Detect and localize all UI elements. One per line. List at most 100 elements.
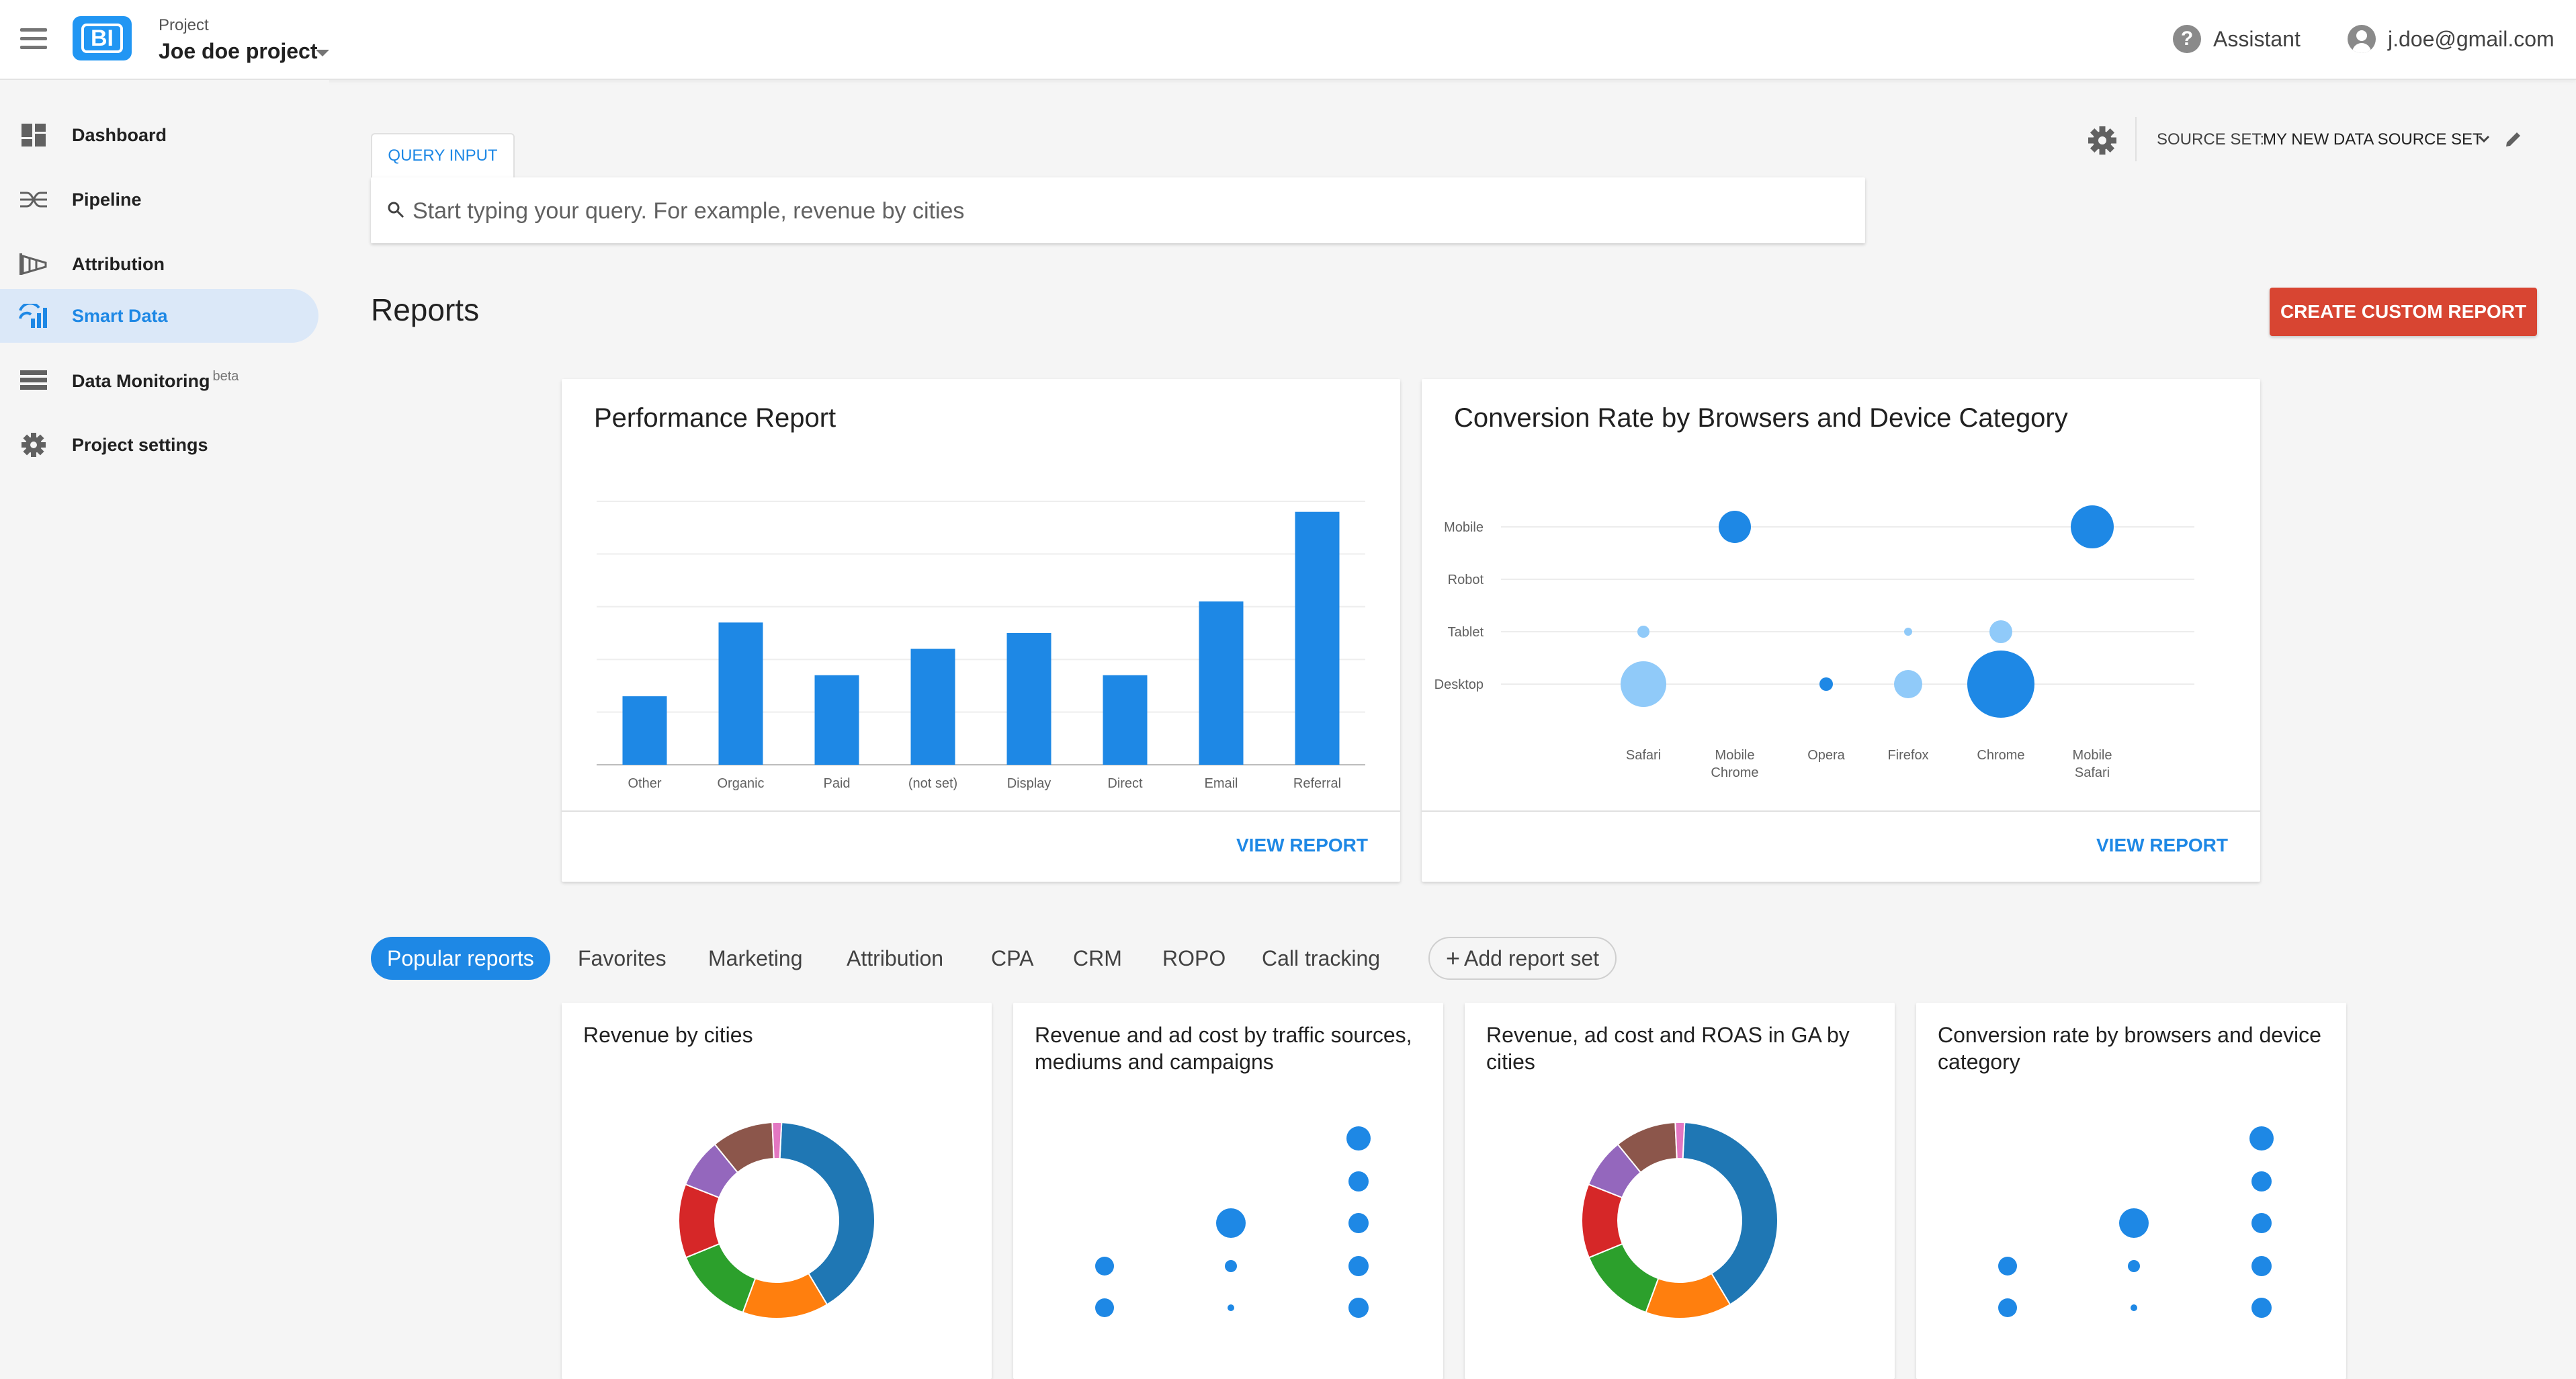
bubble[interactable] xyxy=(1894,670,1922,698)
assistant-button[interactable]: ? Assistant xyxy=(2173,23,2301,55)
help-icon: ? xyxy=(2173,25,2201,53)
app-logo[interactable]: BI xyxy=(73,16,132,60)
tab-crm[interactable]: CRM xyxy=(1073,946,1122,970)
data-point[interactable] xyxy=(2251,1171,2272,1192)
settings-gear-icon[interactable] xyxy=(2087,125,2118,156)
tab-query-input[interactable]: QUERY INPUT xyxy=(371,133,515,177)
card-footer: VIEW REPORT xyxy=(562,810,1400,882)
performance-report-card: Performance Report Other Organic Paid (not … xyxy=(562,379,1400,882)
data-point[interactable] xyxy=(1348,1171,1369,1192)
sidebar-item-dashboard[interactable]: Dashboard xyxy=(0,108,318,162)
conversion-rate-card: Conversion Rate by Browsers and Device C… xyxy=(1422,379,2260,882)
pie-slice[interactable] xyxy=(771,1122,783,1160)
report-card-revenue-ad-cost-sources[interactable]: Revenue and ad cost by traffic sources, … xyxy=(1013,1003,1443,1379)
pie-slice[interactable] xyxy=(685,1243,757,1314)
pie-slice[interactable] xyxy=(1674,1122,1686,1160)
bubble[interactable] xyxy=(1967,651,2034,718)
bubble[interactable] xyxy=(1719,511,1751,543)
source-set-selector[interactable]: MY NEW DATA SOURCE SET xyxy=(2263,130,2483,149)
tab-marketing[interactable]: Marketing xyxy=(708,946,803,970)
data-point[interactable] xyxy=(1216,1208,1246,1238)
tab-popular-reports[interactable]: Popular reports xyxy=(371,937,550,980)
data-point[interactable] xyxy=(1095,1298,1114,1317)
sidebar-item-smart-data[interactable]: Smart Data xyxy=(0,289,318,343)
bubble[interactable] xyxy=(1819,677,1833,691)
project-selector[interactable]: Joe doe project xyxy=(159,39,318,63)
bar[interactable] xyxy=(1103,675,1148,765)
add-report-set-label: Add report set xyxy=(1464,946,1600,970)
data-point[interactable] xyxy=(2251,1298,2272,1318)
source-set-label: SOURCE SET: xyxy=(2157,130,2265,149)
data-point[interactable] xyxy=(2251,1213,2272,1233)
data-point[interactable] xyxy=(2251,1256,2272,1276)
sidebar-item-label: Project settings xyxy=(72,434,208,455)
card-title: Revenue by cities xyxy=(583,1023,753,1047)
bubble[interactable] xyxy=(2071,505,2114,548)
data-point[interactable] xyxy=(2131,1304,2137,1311)
menu-icon[interactable] xyxy=(17,26,51,52)
pencil-icon[interactable] xyxy=(2503,129,2524,149)
pie-slice[interactable] xyxy=(1588,1243,1660,1314)
sidebar-item-project-settings[interactable]: Project settings xyxy=(0,418,318,472)
data-point[interactable] xyxy=(1348,1256,1369,1276)
tab-cpa[interactable]: CPA xyxy=(991,946,1034,970)
sidebar-item-data-monitoring[interactable]: Data Monitoring beta xyxy=(0,353,318,407)
data-point[interactable] xyxy=(2249,1126,2274,1151)
data-point[interactable] xyxy=(1998,1257,2017,1276)
conversion-dots-chart xyxy=(1998,1126,2274,1318)
data-point[interactable] xyxy=(1225,1260,1237,1272)
tab-favorites[interactable]: Favorites xyxy=(578,946,667,970)
tick-label: Safari xyxy=(2075,765,2110,780)
data-point[interactable] xyxy=(1998,1298,2017,1317)
bar[interactable] xyxy=(718,622,763,765)
tick-label: Other xyxy=(628,776,661,791)
query-input[interactable] xyxy=(411,191,1838,231)
sidebar-item-label: Dashboard xyxy=(72,124,167,145)
bubble[interactable] xyxy=(1904,628,1912,636)
view-report-link[interactable]: VIEW REPORT xyxy=(2096,835,2228,855)
tab-attribution[interactable]: Attribution xyxy=(847,946,944,970)
card-title: Revenue and ad cost by traffic sources, … xyxy=(1035,1023,1412,1074)
data-point[interactable] xyxy=(1348,1298,1369,1318)
report-card-revenue-roas-cities[interactable]: Revenue, ad cost and ROAS in GA by citie… xyxy=(1465,1003,1895,1379)
data-point[interactable] xyxy=(2119,1208,2149,1238)
tick-label: Display xyxy=(1007,776,1051,791)
sidebar-item-pipeline[interactable]: Pipeline xyxy=(0,173,318,226)
card-title: Conversion rate by browsers and device c… xyxy=(1938,1023,2321,1074)
chevron-down-icon[interactable] xyxy=(316,50,329,56)
data-point[interactable] xyxy=(1228,1304,1234,1311)
sidebar-item-attribution[interactable]: Attribution xyxy=(0,237,318,291)
chevron-down-icon[interactable] xyxy=(2477,132,2491,147)
tab-call-tracking[interactable]: Call tracking xyxy=(1262,946,1381,970)
data-point[interactable] xyxy=(1095,1257,1114,1276)
sidebar-item-label: Data Monitoring xyxy=(72,371,210,391)
tab-ropo[interactable]: ROPO xyxy=(1162,946,1226,970)
sidebar-item-label: Smart Data xyxy=(72,305,168,326)
bubble[interactable] xyxy=(1989,620,2012,643)
data-monitoring-icon xyxy=(20,370,47,390)
tick-label: Referral xyxy=(1293,776,1341,791)
bar[interactable] xyxy=(910,649,955,765)
report-card-revenue-by-cities[interactable]: Revenue by cities xyxy=(562,1003,992,1379)
bar[interactable] xyxy=(622,696,667,765)
pie-slice[interactable] xyxy=(1682,1122,1778,1306)
attribution-icon xyxy=(19,253,47,276)
data-point[interactable] xyxy=(1348,1213,1369,1233)
view-report-link[interactable]: VIEW REPORT xyxy=(1236,835,1368,855)
account-button[interactable]: j.doe@gmail.com xyxy=(2348,23,2554,55)
bar[interactable] xyxy=(1006,633,1051,765)
bubble[interactable] xyxy=(1621,661,1666,707)
bar[interactable] xyxy=(1199,601,1244,765)
create-custom-report-button[interactable]: CREATE CUSTOM REPORT xyxy=(2270,288,2537,336)
tick-label: Mobile xyxy=(1715,748,1755,763)
add-report-set-button[interactable]: + Add report set xyxy=(1428,937,1617,980)
report-card-conversion-browsers[interactable]: Conversion rate by browsers and device c… xyxy=(1916,1003,2346,1379)
bar[interactable] xyxy=(814,675,859,765)
tick-label: Direct xyxy=(1107,776,1143,791)
data-point[interactable] xyxy=(1346,1126,1371,1151)
data-point[interactable] xyxy=(2128,1260,2140,1272)
bar[interactable] xyxy=(1295,511,1340,765)
bubble[interactable] xyxy=(1637,626,1649,638)
pie-slice[interactable] xyxy=(779,1122,875,1306)
tick-label: Chrome xyxy=(1711,765,1758,780)
